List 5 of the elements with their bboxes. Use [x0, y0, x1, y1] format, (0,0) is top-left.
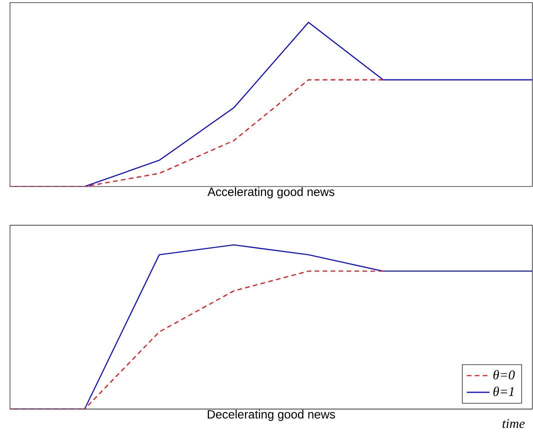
text: Decelerating good news: [208, 410, 336, 421]
legend-label: θ=1: [493, 386, 514, 396]
legend-label: θ=0: [493, 370, 515, 380]
x-axis-title: time: [502, 419, 525, 428]
text: Accelerating good news: [208, 187, 334, 198]
